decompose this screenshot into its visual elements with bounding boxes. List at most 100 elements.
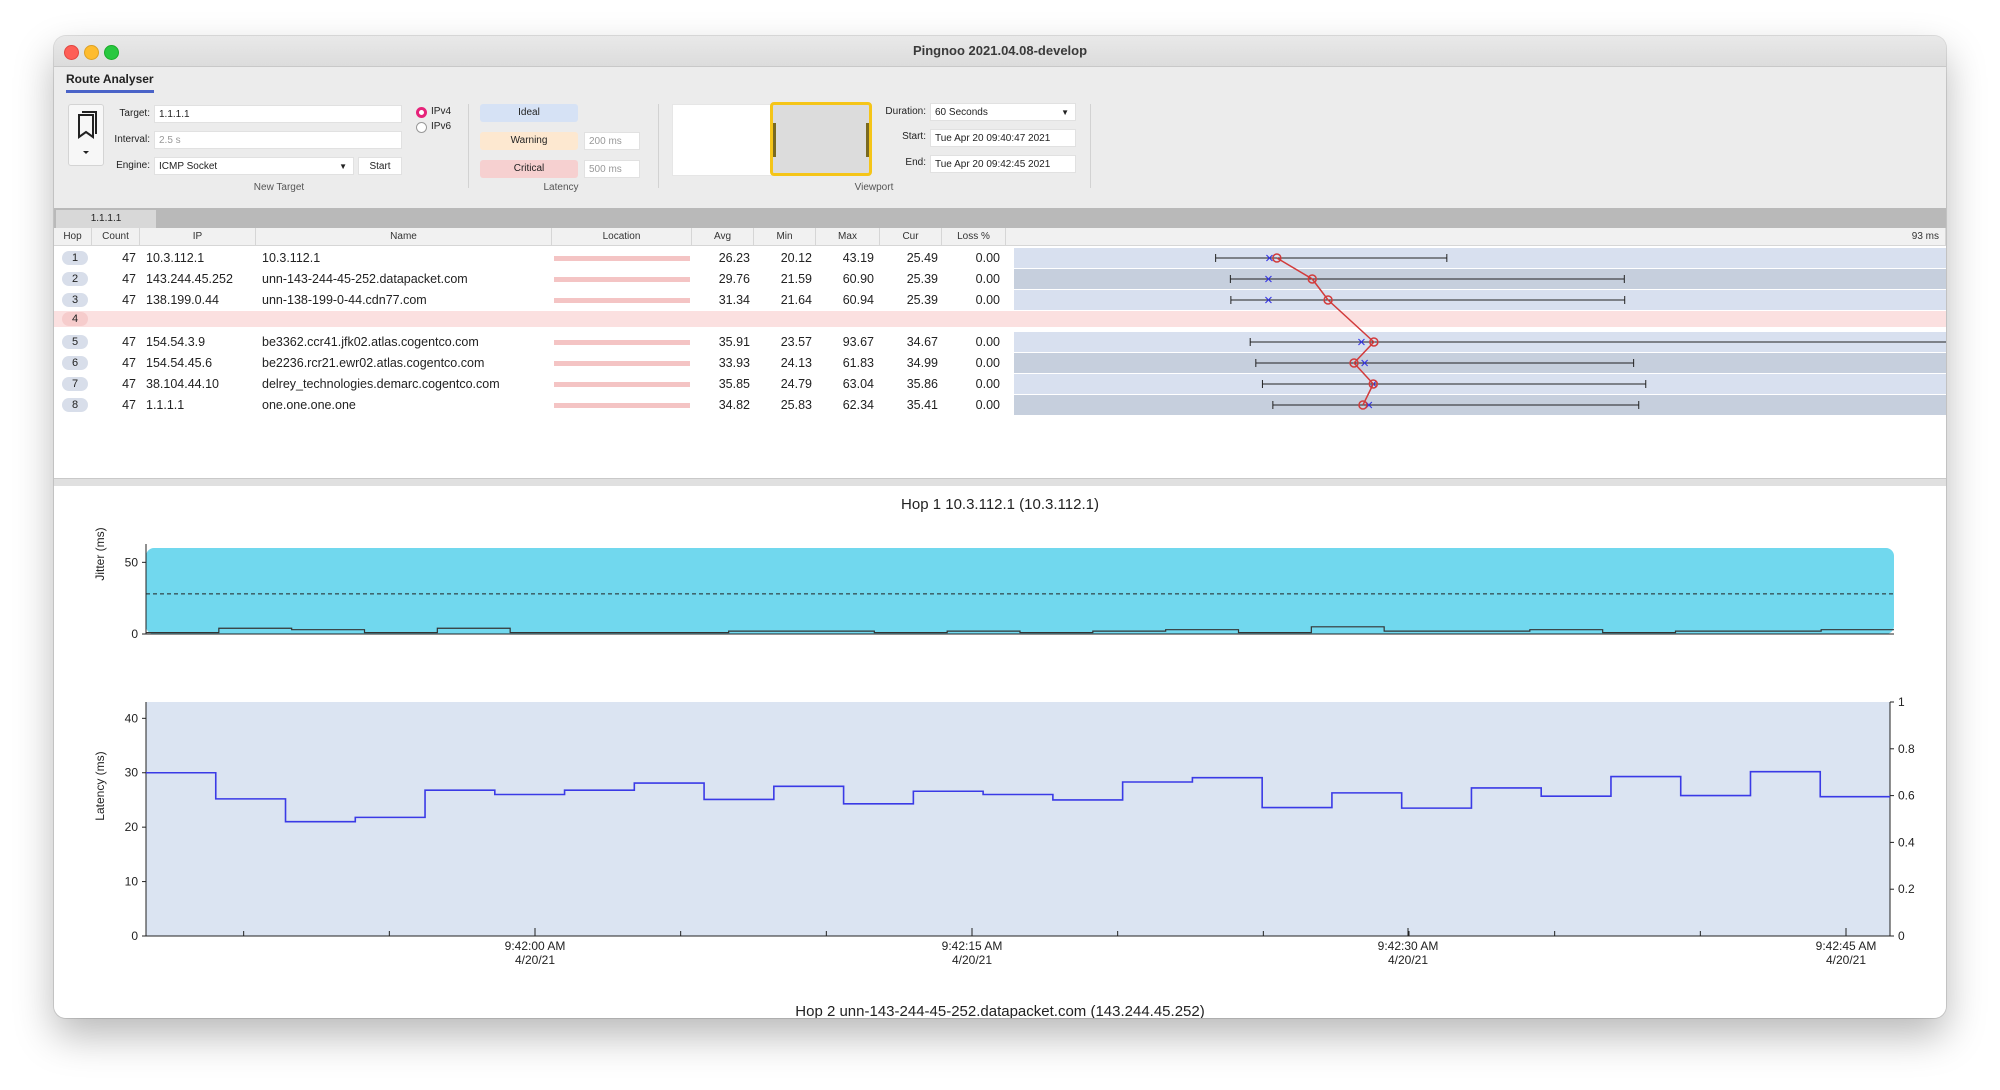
location-bar xyxy=(554,277,690,282)
start-time-input[interactable]: Tue Apr 20 09:40:47 2021 xyxy=(930,129,1076,147)
tab-route-analyser[interactable]: Route Analyser xyxy=(66,72,154,93)
latency-x-tick-time: 9:42:45 AM xyxy=(1816,939,1877,953)
hop-average-point xyxy=(1323,295,1333,305)
header-min[interactable]: Min xyxy=(754,228,816,246)
hop-average-point xyxy=(1368,379,1379,389)
min-cell: 24.79 xyxy=(780,377,812,391)
latency-y-tick-label: 40 xyxy=(125,711,139,725)
latency-y2-tick-label: 0.6 xyxy=(1898,789,1915,803)
ip-cell: 138.199.0.44 xyxy=(146,293,219,307)
window-title: Pingnoo 2021.04.08-develop xyxy=(912,43,1088,58)
new-target-tool-button[interactable] xyxy=(68,104,104,166)
header-avg[interactable]: Avg xyxy=(692,228,754,246)
location-bar xyxy=(554,382,690,387)
hop-detail-title: Hop 1 10.3.112.1 (10.3.112.1) xyxy=(901,496,1099,513)
hop-number: 4 xyxy=(62,312,88,326)
ipv4-radio[interactable] xyxy=(416,107,427,118)
latency-x-tick-date: 4/20/21 xyxy=(1826,953,1866,967)
viewport-overview[interactable] xyxy=(672,104,772,176)
warning-color-button[interactable]: Warning xyxy=(480,132,578,150)
target-input[interactable]: 1.1.1.1 xyxy=(154,105,402,123)
interval-input[interactable]: 2.5 s xyxy=(154,131,402,149)
target-tab-strip: 1.1.1.1 xyxy=(54,208,1946,228)
cur-cell: 34.99 xyxy=(906,356,938,370)
header-count[interactable]: Count xyxy=(92,228,140,246)
duration-select-value: 60 Seconds xyxy=(935,107,988,118)
ipv6-radio[interactable] xyxy=(416,122,427,133)
warning-threshold-input[interactable]: 200 ms xyxy=(584,132,640,150)
latency-y2-tick-label: 0.8 xyxy=(1898,742,1915,756)
end-time-input[interactable]: Tue Apr 20 09:42:45 2021 xyxy=(930,155,1076,173)
header-ip[interactable]: IP xyxy=(140,228,256,246)
min-cell: 23.57 xyxy=(780,335,812,349)
table-row[interactable]: 2 47 143.244.45.252 unn-143-244-45-252.d… xyxy=(54,269,1014,289)
start-button[interactable]: Start xyxy=(358,157,402,175)
header-max[interactable]: Max xyxy=(816,228,880,246)
ip-cell: 154.54.3.9 xyxy=(146,335,206,349)
viewport-left-handle[interactable] xyxy=(773,123,776,157)
viewport-group-label: Viewport xyxy=(854,182,894,193)
latency-x-tick-date: 4/20/21 xyxy=(515,953,555,967)
hop-current-mark xyxy=(1361,359,1369,367)
hop-average-point xyxy=(1307,274,1317,284)
latency-x-tick-date: 4/20/21 xyxy=(952,953,992,967)
cur-cell: 25.49 xyxy=(906,251,938,265)
max-cell: 60.90 xyxy=(842,272,874,286)
header-location[interactable]: Location xyxy=(552,228,692,246)
count-cell: 47 xyxy=(122,377,136,391)
timeout-band xyxy=(1014,315,1946,323)
ipv6-label: IPv6 xyxy=(431,121,452,132)
engine-select-value: ICMP Socket xyxy=(159,161,218,172)
group-divider xyxy=(1090,104,1091,188)
table-row[interactable]: 6 47 154.54.45.6 be2236.rcr21.ewr02.atla… xyxy=(54,353,1014,373)
viewport-right-handle[interactable] xyxy=(866,123,869,157)
chevron-down-icon: ▼ xyxy=(1061,108,1069,117)
hop-current-mark xyxy=(1358,338,1365,346)
hop-average-point xyxy=(1358,400,1368,410)
title-bar: Pingnoo 2021.04.08-develop xyxy=(54,36,1946,67)
table-row[interactable]: 8 47 1.1.1.1 one.one.one.one 34.82 25.83… xyxy=(54,395,1014,415)
count-cell: 47 xyxy=(122,398,136,412)
table-row[interactable]: 3 47 138.199.0.44 unn-138-199-0-44.cdn77… xyxy=(54,290,1014,310)
table-row[interactable]: 5 47 154.54.3.9 be3362.ccr41.jfk02.atlas… xyxy=(54,332,1014,352)
hop-number: 3 xyxy=(62,293,88,307)
hop-current-mark xyxy=(1266,254,1273,262)
header-name[interactable]: Name xyxy=(256,228,552,246)
avg-cell: 29.76 xyxy=(718,272,750,286)
header-loss[interactable]: Loss % xyxy=(942,228,1006,246)
ideal-color-button[interactable]: Ideal xyxy=(480,104,578,122)
header-hop[interactable]: Hop xyxy=(54,228,92,246)
ip-cell: 38.104.44.10 xyxy=(146,377,219,391)
count-cell: 47 xyxy=(122,293,136,307)
maximize-window-button[interactable] xyxy=(104,45,119,60)
name-cell: delrey_technologies.demarc.cogentco.com xyxy=(262,377,500,391)
interval-label: Interval: xyxy=(114,134,150,145)
critical-color-button[interactable]: Critical xyxy=(480,160,578,178)
hop-average-point xyxy=(1369,337,1379,347)
engine-select[interactable]: ICMP Socket ▼ xyxy=(154,157,354,175)
hop-number: 1 xyxy=(62,251,88,265)
table-row[interactable]: 7 47 38.104.44.10 delrey_technologies.de… xyxy=(54,374,1014,394)
ip-cell: 143.244.45.252 xyxy=(146,272,233,286)
minimize-window-button[interactable] xyxy=(84,45,99,60)
app-window: Pingnoo 2021.04.08-develop Route Analyse… xyxy=(54,36,1946,1018)
duration-select[interactable]: 60 Seconds ▼ xyxy=(930,103,1076,121)
table-row[interactable]: 1 47 10.3.112.1 10.3.112.1 26.23 20.12 4… xyxy=(54,248,1014,268)
jitter-series-line xyxy=(146,626,1894,634)
target-tab[interactable]: 1.1.1.1 xyxy=(56,210,156,228)
group-divider xyxy=(468,104,469,188)
header-cur[interactable]: Cur xyxy=(880,228,942,246)
jitter-y-tick-label: 0 xyxy=(131,627,138,641)
ip-cell: 154.54.45.6 xyxy=(146,356,213,370)
loss-cell: 0.00 xyxy=(975,293,1000,307)
count-cell: 47 xyxy=(122,251,136,265)
critical-threshold-input[interactable]: 500 ms xyxy=(584,160,640,178)
max-cell: 93.67 xyxy=(842,335,874,349)
min-cell: 21.59 xyxy=(780,272,812,286)
location-bar xyxy=(554,256,690,261)
viewport-selection[interactable] xyxy=(770,102,872,176)
hop-detail-panel: Hop 1 10.3.112.1 (10.3.112.1) Jitter (ms… xyxy=(54,486,1946,1018)
chevron-down-icon: ▼ xyxy=(339,162,347,171)
next-hop-title: Hop 2 unn-143-244-45-252.datapacket.com … xyxy=(795,1003,1204,1018)
close-window-button[interactable] xyxy=(64,45,79,60)
